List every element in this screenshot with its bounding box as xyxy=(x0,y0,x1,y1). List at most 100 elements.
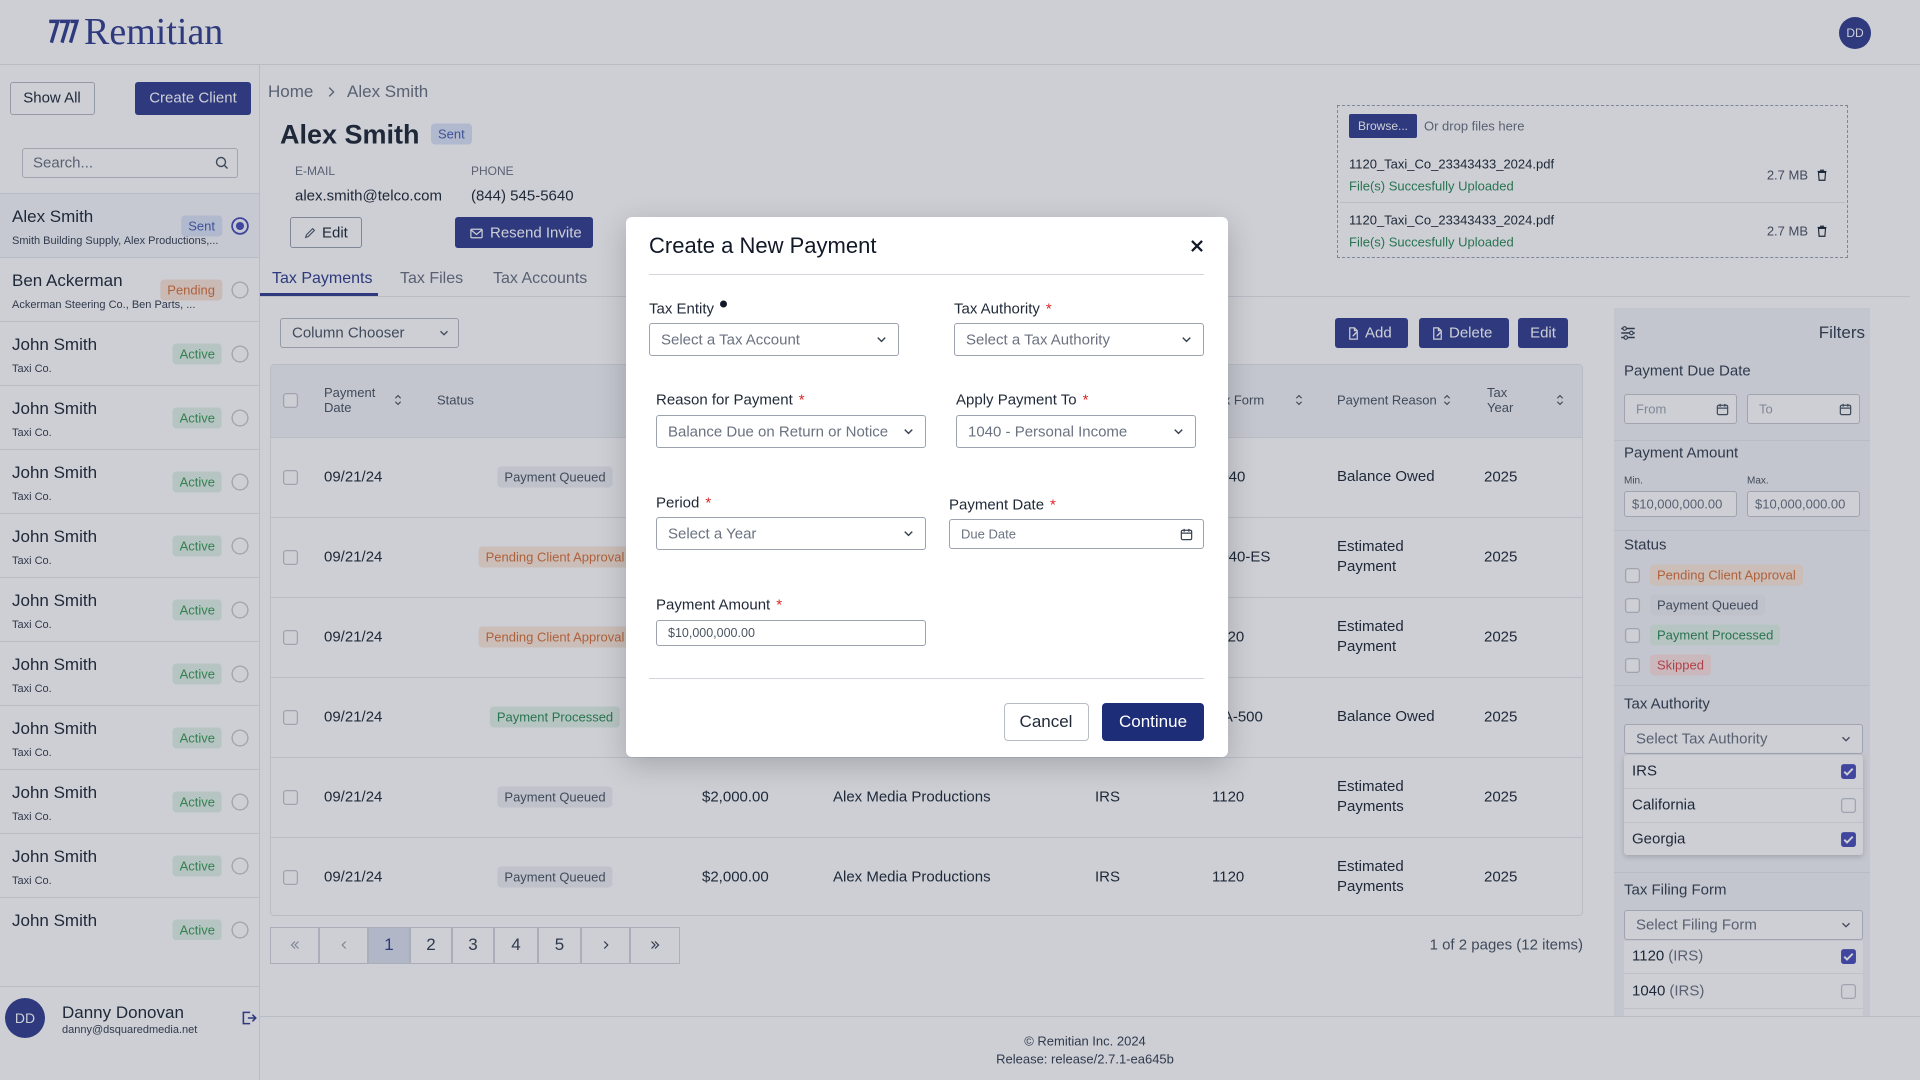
client-row[interactable]: John Smith Taxi Co. Active xyxy=(0,642,259,706)
client-name: John Smith xyxy=(12,463,98,482)
field-input[interactable] xyxy=(656,415,926,448)
add-button[interactable] xyxy=(1335,318,1408,348)
pencil-icon xyxy=(303,226,317,240)
client-row[interactable]: Ben Ackerman Ackerman Steering Co., Ben P… xyxy=(0,258,259,322)
amount-input[interactable] xyxy=(1747,491,1860,517)
radio xyxy=(231,409,249,427)
icon-shape xyxy=(1624,567,1640,583)
icon-shape xyxy=(304,227,316,239)
icon-shape xyxy=(231,409,249,427)
page-button[interactable] xyxy=(538,927,581,964)
client-row[interactable]: John Smith Taxi Co. Active xyxy=(0,578,259,642)
checkbox-checked xyxy=(1840,831,1857,848)
page-nav-icon xyxy=(599,938,613,952)
amount-input[interactable] xyxy=(1624,491,1737,517)
calendar-icon xyxy=(1715,402,1730,417)
status-badge: Payment Queued xyxy=(497,466,613,488)
button-label: Edit xyxy=(1530,324,1556,342)
field-input[interactable] xyxy=(656,620,926,646)
icon-shape xyxy=(1173,429,1183,435)
search-input[interactable] xyxy=(22,148,238,178)
icon-shape xyxy=(215,156,228,169)
client-name: John Smith xyxy=(12,655,98,674)
divider xyxy=(649,274,1204,275)
field-label: PHONE xyxy=(471,164,514,178)
radio xyxy=(231,473,249,491)
create-client-button[interactable] xyxy=(135,82,251,115)
client-row[interactable]: John Smith Taxi Co. Active xyxy=(0,706,259,770)
field-input[interactable] xyxy=(649,323,899,356)
icon-shape xyxy=(1817,169,1827,181)
delete-button[interactable] xyxy=(1419,318,1509,348)
tab: Tax Payments xyxy=(272,270,373,287)
icon-shape xyxy=(1842,736,1850,742)
user-initials: DD xyxy=(14,1010,36,1026)
page-button[interactable] xyxy=(410,927,452,964)
avatar[interactable] xyxy=(1839,17,1871,49)
client-row[interactable]: John Smith Active xyxy=(0,898,259,940)
client-row[interactable]: Alex Smith Smith Building Supply, Alex Pr… xyxy=(0,194,259,258)
icon-shape xyxy=(231,345,249,363)
page-button[interactable] xyxy=(494,927,538,964)
date-input[interactable] xyxy=(1747,394,1860,424)
client-row[interactable]: John Smith Taxi Co. Active xyxy=(0,770,259,834)
edit-button[interactable] xyxy=(290,217,362,248)
footer-text: Release: release/2.7.1-ea645b xyxy=(996,1051,1174,1067)
client-row[interactable]: John Smith Taxi Co. Active xyxy=(0,322,259,386)
client-company: Taxi Co. xyxy=(12,875,52,887)
icon-shape xyxy=(1817,169,1827,181)
page-button[interactable] xyxy=(452,927,494,964)
footer xyxy=(260,1016,1920,1080)
status-badge: Payment Processed xyxy=(489,706,621,728)
continue-button[interactable] xyxy=(1102,703,1204,741)
dropzone-hint: Or drop files here xyxy=(1424,118,1525,134)
client-row[interactable]: John Smith Taxi Co. Active xyxy=(0,834,259,898)
column-chooser[interactable] xyxy=(280,318,459,348)
icon-shape xyxy=(1432,326,1442,340)
icon-shape xyxy=(231,729,249,747)
field-input[interactable] xyxy=(949,519,1204,549)
page-button[interactable] xyxy=(368,927,410,964)
field-input[interactable] xyxy=(954,323,1204,356)
edit-button[interactable] xyxy=(1518,318,1568,348)
client-row[interactable]: John Smith Taxi Co. Active xyxy=(0,386,259,450)
close-button[interactable] xyxy=(1188,237,1206,255)
browse-button[interactable] xyxy=(1349,114,1417,138)
icon-shape xyxy=(1817,225,1827,237)
icon-shape xyxy=(231,857,249,875)
column-header: Status xyxy=(437,392,474,408)
page-nav-button[interactable] xyxy=(581,927,630,964)
tax-authority-select[interactable] xyxy=(1624,724,1863,754)
date-input[interactable] xyxy=(1624,394,1737,424)
filing-form-select[interactable] xyxy=(1624,910,1863,940)
field-input[interactable] xyxy=(656,517,926,550)
input-icon xyxy=(1179,527,1194,542)
checkbox xyxy=(1624,597,1641,614)
client-row[interactable]: John Smith Taxi Co. Active xyxy=(0,450,259,514)
icon-shape xyxy=(1840,797,1856,813)
icon-shape xyxy=(1840,763,1856,779)
form-authority: (IRS) xyxy=(1668,947,1704,965)
client-row[interactable]: John Smith Taxi Co. Active xyxy=(0,514,259,578)
select-placeholder: Select Filing Form xyxy=(1636,916,1757,934)
icon-shape xyxy=(231,537,249,555)
icon-shape xyxy=(231,281,249,299)
page-nav-button[interactable] xyxy=(319,927,368,964)
show-all-button[interactable] xyxy=(10,82,95,115)
field-input[interactable] xyxy=(956,415,1196,448)
cell: 2025 xyxy=(1484,788,1518,806)
icon-shape xyxy=(282,469,298,485)
tab: Tax Files xyxy=(400,270,464,287)
divider xyxy=(1624,822,1863,823)
required-mark: * xyxy=(776,596,783,614)
option-label: Georgia xyxy=(1632,830,1686,848)
status-badge: Sent xyxy=(181,215,222,237)
icon-shape xyxy=(1840,948,1856,964)
button-label: Delete xyxy=(1449,324,1493,342)
icon-shape xyxy=(282,392,298,408)
avatar-initials: DD xyxy=(1846,26,1864,40)
filter-label: Payment Due Date xyxy=(1624,362,1751,380)
client-name: John Smith xyxy=(12,783,98,802)
cancel-button[interactable] xyxy=(1004,703,1089,741)
